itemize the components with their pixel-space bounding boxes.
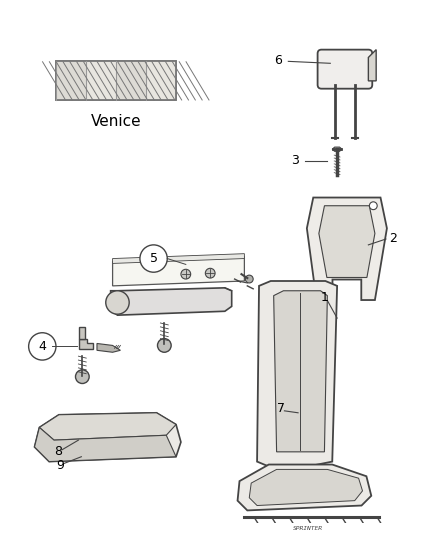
Polygon shape xyxy=(332,147,342,151)
Circle shape xyxy=(369,202,377,209)
Text: 2: 2 xyxy=(389,231,397,245)
Polygon shape xyxy=(79,327,85,338)
Text: 1: 1 xyxy=(321,291,328,304)
Circle shape xyxy=(140,245,167,272)
Text: 6: 6 xyxy=(275,54,283,67)
FancyBboxPatch shape xyxy=(318,50,372,88)
Text: 5: 5 xyxy=(150,252,158,265)
Polygon shape xyxy=(249,470,363,505)
Text: 8: 8 xyxy=(54,446,62,458)
Bar xyxy=(56,61,176,100)
Polygon shape xyxy=(274,291,327,452)
Polygon shape xyxy=(35,427,176,462)
Text: Venice: Venice xyxy=(91,114,141,129)
Bar xyxy=(86,61,116,100)
Polygon shape xyxy=(257,281,337,477)
Polygon shape xyxy=(113,256,244,286)
Bar xyxy=(116,61,146,100)
Circle shape xyxy=(106,291,129,314)
Polygon shape xyxy=(319,206,375,278)
Text: 9: 9 xyxy=(56,459,64,472)
Circle shape xyxy=(205,268,215,278)
Text: 3: 3 xyxy=(291,155,299,167)
Polygon shape xyxy=(39,413,176,440)
Circle shape xyxy=(28,333,56,360)
Bar xyxy=(146,61,176,100)
Text: SPRINTER: SPRINTER xyxy=(293,527,323,531)
Circle shape xyxy=(245,275,253,283)
Circle shape xyxy=(75,370,89,384)
Polygon shape xyxy=(113,254,244,263)
Bar xyxy=(56,61,86,100)
Polygon shape xyxy=(368,50,376,81)
Polygon shape xyxy=(79,338,93,349)
Text: 7: 7 xyxy=(276,402,285,415)
Polygon shape xyxy=(97,343,120,352)
Circle shape xyxy=(158,338,171,352)
Polygon shape xyxy=(237,465,371,511)
Polygon shape xyxy=(111,288,232,315)
Circle shape xyxy=(181,269,191,279)
Polygon shape xyxy=(307,198,387,300)
Bar xyxy=(56,61,176,100)
Text: 4: 4 xyxy=(39,340,46,353)
Polygon shape xyxy=(35,413,181,462)
